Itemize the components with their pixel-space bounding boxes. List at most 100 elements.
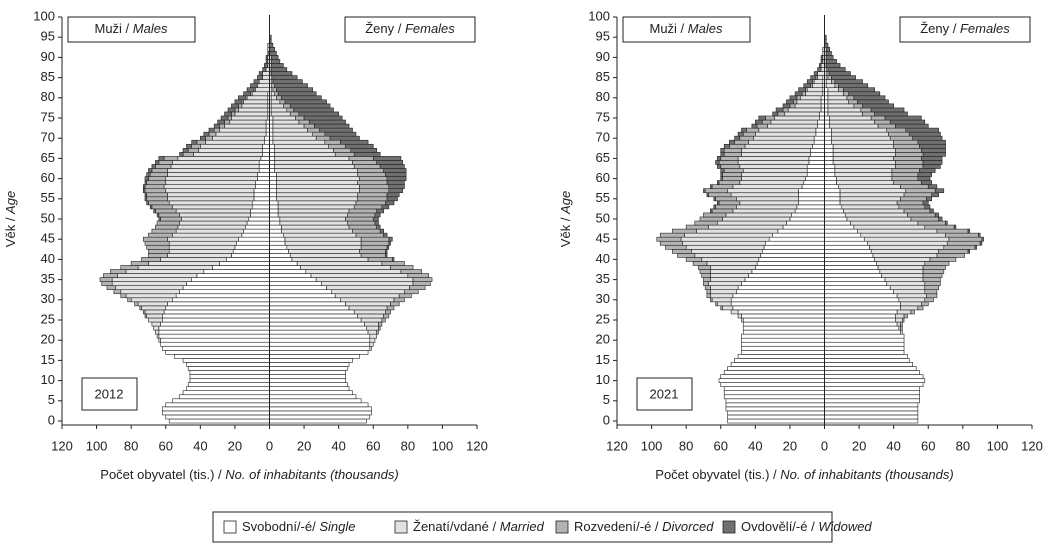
bar-segment — [269, 305, 350, 311]
bar-segment — [896, 293, 927, 299]
bar-segment — [155, 224, 179, 230]
bar-segment — [269, 313, 358, 319]
bar-segment — [348, 224, 378, 230]
bar-segment — [720, 148, 725, 153]
bar-segment — [331, 289, 405, 295]
bar-segment — [824, 103, 829, 109]
bar-segment — [203, 131, 210, 137]
bar-segment — [353, 164, 381, 169]
bar-segment — [251, 204, 270, 210]
y-tick-label: 70 — [596, 130, 610, 145]
bar-segment — [853, 224, 926, 230]
bar-segment — [945, 232, 979, 238]
bar-segment — [219, 123, 225, 129]
bar-segment — [269, 309, 355, 315]
y-tick-label: 55 — [596, 190, 610, 205]
bar-segment — [274, 83, 308, 89]
female-label-box — [899, 16, 1031, 43]
bar-segment — [189, 374, 270, 379]
bar-segment — [758, 115, 767, 121]
bar-segment — [838, 87, 844, 93]
bar-segment — [853, 95, 886, 101]
bar-segment — [713, 196, 716, 202]
bar-segment — [161, 317, 270, 323]
bar-segment — [820, 59, 824, 64]
bar-segment — [929, 257, 957, 262]
bar-segment — [269, 192, 277, 198]
y-tick-label: 70 — [41, 130, 55, 145]
bar-segment — [269, 180, 277, 185]
bar-segment — [388, 240, 391, 246]
bar-segment — [160, 321, 270, 327]
bar-segment — [799, 95, 822, 101]
bar-segment — [217, 119, 225, 125]
bar-segment — [257, 176, 270, 181]
bar-segment — [756, 123, 768, 129]
bar-segment — [729, 143, 746, 149]
bar-segment — [727, 366, 825, 371]
bar-segment — [824, 329, 901, 335]
bar-segment — [269, 337, 371, 343]
male-label: Muži / Males — [95, 21, 168, 36]
bar-segment — [269, 160, 275, 165]
x-tick-label: 60 — [159, 438, 173, 453]
bar-segment — [142, 236, 168, 242]
bar-segment — [770, 119, 818, 125]
bar-segment — [369, 341, 374, 347]
bar-segment — [265, 131, 270, 137]
bar-segment — [334, 293, 400, 299]
bar-segment — [832, 148, 896, 153]
bar-segment — [255, 180, 270, 185]
bar-segment — [732, 305, 825, 311]
bar-segment — [158, 337, 161, 343]
bar-segment — [165, 402, 270, 408]
bar-segment — [269, 200, 279, 206]
bar-segment — [888, 131, 910, 137]
bar-segment — [730, 301, 825, 307]
bar-segment — [329, 135, 360, 141]
bar-segment — [148, 261, 220, 266]
bar-segment — [701, 257, 760, 262]
bar-segment — [177, 224, 246, 230]
bar-segment — [834, 168, 893, 173]
bar-segment — [824, 341, 905, 347]
bar-segment — [701, 273, 711, 278]
bar-segment — [359, 176, 388, 181]
x-axis-title-english: No. of inhabitants (thousands) — [225, 467, 398, 482]
bar-segment — [265, 123, 270, 129]
bar-segment — [741, 317, 744, 323]
bar-segment — [357, 172, 386, 177]
bar-segment — [723, 152, 742, 157]
bar-segment — [303, 115, 343, 121]
bar-segment — [179, 152, 184, 157]
bar-segment — [348, 305, 388, 311]
bar-segment — [286, 244, 362, 250]
bar-segment — [224, 123, 267, 129]
bar-segment — [103, 273, 118, 278]
bar-segment — [130, 297, 173, 303]
bar-segment — [917, 172, 933, 177]
bar-segment — [876, 261, 926, 266]
bar-segment — [269, 168, 275, 173]
bar-segment — [172, 160, 260, 165]
bar-segment — [258, 79, 270, 84]
bar-segment — [900, 321, 903, 327]
bar-segment — [824, 406, 919, 412]
bar-segment — [321, 281, 414, 286]
bar-segment — [843, 87, 875, 93]
bar-segment — [407, 273, 429, 278]
legend-label-english: Single — [319, 519, 355, 534]
bar-segment — [824, 269, 881, 274]
bar-segment — [824, 135, 832, 141]
bar-segment — [269, 220, 281, 226]
bar-segment — [272, 115, 296, 121]
bar-segment — [824, 212, 846, 218]
bar-segment — [300, 265, 391, 270]
bar-segment — [812, 143, 825, 149]
bar-segment — [978, 232, 981, 238]
bar-segment — [379, 164, 405, 169]
bar-segment — [824, 148, 834, 153]
bar-segment — [813, 139, 825, 145]
bar-segment — [886, 281, 926, 286]
bar-segment — [824, 180, 837, 185]
